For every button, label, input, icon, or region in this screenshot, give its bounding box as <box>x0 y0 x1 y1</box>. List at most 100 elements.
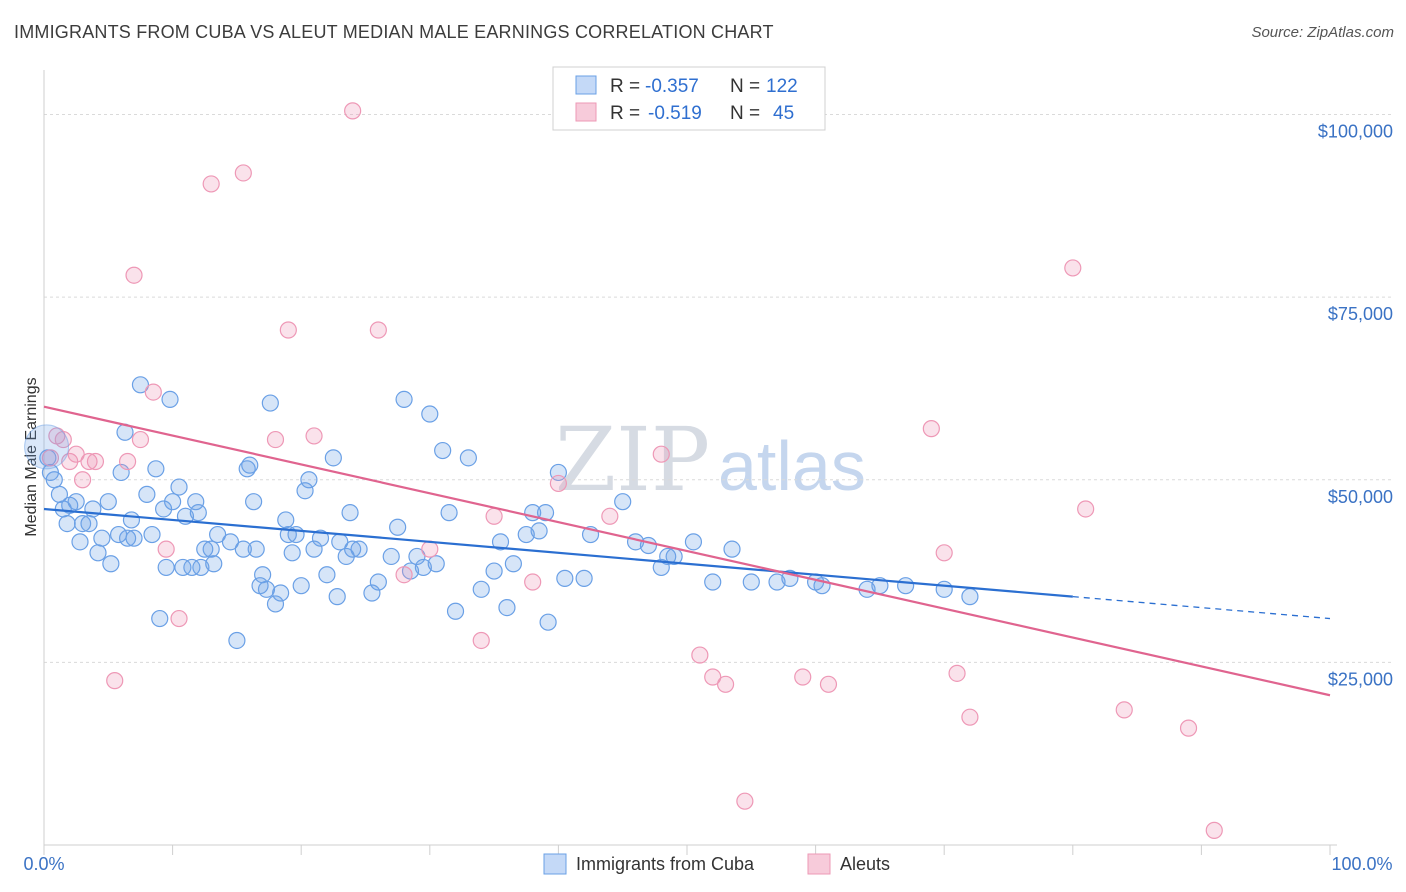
point-cuba-117 <box>935 580 953 598</box>
legend-box <box>552 66 826 131</box>
point-cuba-7 <box>67 493 85 511</box>
point-aleuts-29 <box>652 445 670 463</box>
point-cuba-60 <box>296 482 314 500</box>
point-aleuts-27 <box>549 474 568 493</box>
point-cuba-80 <box>421 405 439 423</box>
point-cuba-110 <box>768 573 786 591</box>
point-aleuts-7 <box>86 452 105 471</box>
point-cuba-83 <box>440 504 458 522</box>
legend-r-label-2: R = <box>610 103 640 124</box>
series-legend: Immigrants from Cuba Aleuts <box>543 853 890 875</box>
point-cuba-15 <box>102 555 120 573</box>
point-cuba-85 <box>459 449 477 467</box>
point-aleuts-24 <box>472 631 490 650</box>
point-aleuts-18 <box>279 321 297 339</box>
bottom-legend-swatch-cuba <box>543 853 567 875</box>
point-cuba-9 <box>73 514 92 533</box>
point-cuba-90 <box>504 555 522 573</box>
source-label: Source: ZipAtlas.com <box>1251 24 1394 41</box>
point-cuba-108 <box>723 540 741 558</box>
point-cuba-34 <box>183 558 201 577</box>
point-aleuts-33 <box>736 792 754 810</box>
point-cuba-20 <box>122 511 141 529</box>
point-cuba-32 <box>174 558 192 577</box>
point-aleuts-5 <box>73 471 92 489</box>
point-cuba-57 <box>283 544 301 562</box>
point-cuba-40 <box>205 555 223 573</box>
point-cuba-97 <box>556 569 574 587</box>
point-cuba-86 <box>472 580 490 598</box>
point-cuba-103 <box>652 558 670 577</box>
point-cuba-38 <box>196 540 214 558</box>
bottom-legend-label-cuba: Immigrants from Cuba <box>576 854 755 874</box>
point-cuba-17 <box>112 463 130 482</box>
point-aleuts-40 <box>1064 259 1082 277</box>
point-aleuts-44 <box>1205 821 1223 839</box>
point-aleuts-10 <box>125 266 143 284</box>
point-cuba-109 <box>742 573 760 591</box>
point-aleuts-6 <box>80 452 98 471</box>
point-aleuts-19 <box>305 427 323 445</box>
point-cuba-107 <box>704 573 722 591</box>
trend-line-cuba <box>43 507 1073 598</box>
point-aleuts-13 <box>157 540 175 558</box>
watermark-zip: ZIP <box>555 408 710 511</box>
point-cuba-21 <box>125 529 143 547</box>
point-cuba-29 <box>161 390 179 409</box>
point-cuba-82 <box>434 441 452 460</box>
point-cuba-large <box>24 424 70 470</box>
watermark-atlas: atlas <box>718 427 866 505</box>
point-cuba-88 <box>491 533 510 551</box>
point-cuba-79 <box>414 558 432 577</box>
point-cuba-5 <box>58 514 76 533</box>
point-aleuts-20 <box>344 102 362 120</box>
point-cuba-61 <box>300 471 318 489</box>
point-cuba-27 <box>154 500 173 518</box>
point-cuba-43 <box>228 631 246 650</box>
point-cuba-75 <box>389 518 407 536</box>
x-tick-label-100: 100.0% <box>1331 854 1392 874</box>
point-cuba-8 <box>71 533 89 551</box>
point-cuba-74 <box>382 547 400 566</box>
point-aleuts-38 <box>948 664 966 682</box>
point-cuba-73 <box>369 573 387 591</box>
series-points-aleuts <box>41 102 1223 839</box>
legend-swatch-pink <box>575 102 597 122</box>
point-cuba-2 <box>45 471 63 489</box>
legend-n-value-1: 122 <box>766 76 798 97</box>
point-cuba-44 <box>234 540 252 558</box>
point-aleuts-4 <box>67 445 85 463</box>
legend-r-label-1: R = <box>610 76 640 97</box>
point-cuba-72 <box>363 584 381 602</box>
trend-line-cuba-extension <box>1072 595 1331 620</box>
point-cuba-55 <box>277 511 295 529</box>
legend-r-value-1: -0.357 <box>645 76 699 97</box>
point-cuba-100 <box>614 493 632 511</box>
point-cuba-23 <box>138 485 156 503</box>
point-aleuts-30 <box>691 646 709 664</box>
point-cuba-25 <box>147 460 165 478</box>
legend-n-label-2: N = <box>730 103 760 124</box>
point-cuba-36 <box>189 504 207 522</box>
trend-lines <box>43 405 1331 697</box>
legend-n-value-2: 45 <box>773 103 794 124</box>
trend-line-aleuts <box>43 405 1331 697</box>
point-cuba-14 <box>99 493 117 511</box>
point-aleuts-16 <box>234 164 252 182</box>
point-cuba-64 <box>318 566 336 584</box>
point-cuba-31 <box>170 478 188 496</box>
point-aleuts-0 <box>41 449 60 467</box>
point-cuba-71 <box>350 540 368 558</box>
point-cuba-46 <box>241 456 259 474</box>
point-aleuts-31 <box>704 668 722 686</box>
point-cuba-102 <box>639 536 658 555</box>
point-cuba-62 <box>305 540 323 558</box>
point-cuba-52 <box>261 394 279 412</box>
point-cuba-22 <box>131 376 150 394</box>
correlation-legend: R = -0.357 N = 122 R = -0.519 N = 45 <box>552 66 826 131</box>
point-cuba-53 <box>266 595 285 613</box>
point-cuba-116 <box>897 577 915 595</box>
point-cuba-63 <box>311 529 330 547</box>
point-aleuts-34 <box>794 668 812 686</box>
y-tick-label-3: $100,000 <box>1318 122 1393 142</box>
